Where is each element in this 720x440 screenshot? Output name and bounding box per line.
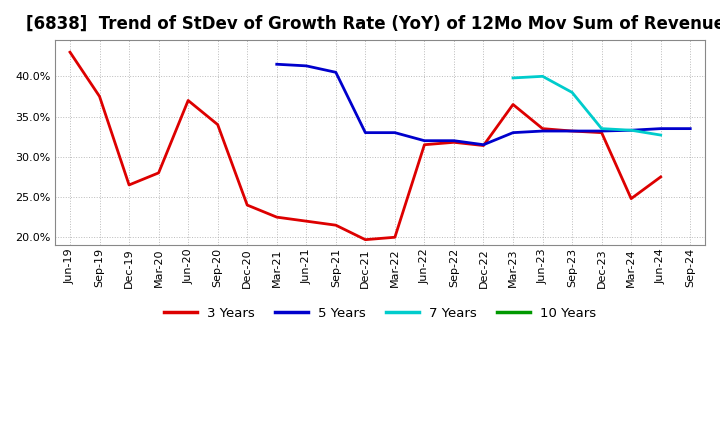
Title: [6838]  Trend of StDev of Growth Rate (YoY) of 12Mo Mov Sum of Revenues: [6838] Trend of StDev of Growth Rate (Yo… <box>26 15 720 33</box>
Legend: 3 Years, 5 Years, 7 Years, 10 Years: 3 Years, 5 Years, 7 Years, 10 Years <box>158 301 602 325</box>
